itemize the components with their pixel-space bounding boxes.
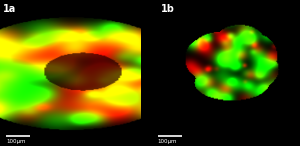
- Text: 100μm: 100μm: [6, 139, 26, 144]
- Text: 1b: 1b: [160, 4, 174, 14]
- Text: 1a: 1a: [3, 4, 16, 14]
- Text: 100μm: 100μm: [158, 139, 177, 144]
